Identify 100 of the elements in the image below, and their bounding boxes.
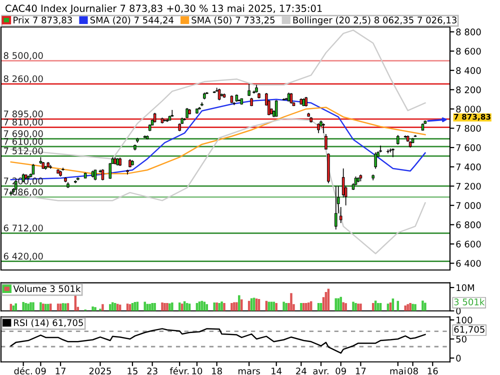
x-tick-label: 10 — [192, 368, 202, 374]
y-tick-label: 8 200 — [456, 86, 481, 94]
legend-label: SMA (50) 7 733,25 — [192, 16, 275, 25]
bar — [236, 302, 238, 311]
bar — [109, 304, 112, 311]
candlestick — [170, 110, 174, 118]
x-tick-label: 2025 — [89, 368, 111, 374]
candlestick — [334, 186, 338, 230]
candlestick — [108, 162, 112, 180]
y-tick-label: 8 400 — [456, 67, 481, 74]
candlestick — [248, 83, 250, 96]
bar — [220, 302, 223, 311]
bar — [409, 302, 412, 311]
bar — [360, 304, 362, 311]
x-tick-label: 18 — [212, 368, 222, 374]
x-tick-label: 16 — [428, 368, 438, 374]
ref-line-label: 6 712,00 — [4, 224, 43, 232]
y-tick-label: 0 — [456, 308, 461, 314]
candlestick — [324, 134, 328, 150]
bar — [352, 302, 354, 311]
ref-line-label: 7 690,00 — [4, 130, 43, 138]
candlestick — [379, 145, 382, 153]
bar — [44, 304, 47, 311]
bar — [42, 304, 44, 311]
bar — [223, 302, 226, 311]
y-tick-label: 50 — [456, 336, 466, 343]
bar — [166, 302, 168, 311]
bar — [40, 302, 42, 311]
y-tick-label: 6 400 — [456, 260, 481, 267]
x-tick-label: 09 — [336, 368, 346, 374]
candlestick — [392, 148, 394, 158]
x-tick-label: 23 — [147, 368, 158, 374]
y-tick-label: 0 — [456, 354, 461, 362]
legend-label: RSI (14) 61,705 — [14, 319, 83, 328]
bar — [238, 295, 240, 311]
text: 61,705 — [454, 326, 484, 334]
y-tick-label: 7 400 — [456, 164, 481, 170]
y-tick-label: 8 000 — [456, 106, 481, 113]
ref-line-label: 8 260,00 — [4, 75, 43, 84]
bar — [414, 304, 416, 311]
bar — [168, 303, 171, 311]
line-series — [10, 328, 426, 354]
legend-label: Volume 3 501k — [13, 285, 81, 292]
bar — [27, 304, 30, 311]
y-tick-label: 7 200 — [456, 182, 481, 190]
bar — [230, 302, 233, 311]
bar — [213, 302, 216, 311]
bar — [92, 306, 94, 311]
bar — [282, 302, 285, 311]
bar — [24, 302, 27, 311]
line-series — [10, 118, 426, 254]
ref-line-label: 7 512,00 — [4, 147, 43, 156]
x-tick-label: 09 — [36, 368, 46, 374]
line-series — [10, 30, 426, 160]
bar — [30, 302, 32, 311]
bar — [404, 306, 406, 311]
y-tick-label: 100 — [456, 316, 472, 324]
candlestick — [94, 169, 97, 181]
x-tick-label: 24 — [296, 368, 306, 374]
bar — [285, 302, 288, 311]
ref-line-label: 7 086,00 — [4, 188, 43, 196]
x-tick-label: 17 — [56, 368, 66, 374]
bar — [357, 304, 360, 311]
y-tick-label: 8 800 — [456, 28, 481, 36]
y-tick-label: 8 600 — [456, 48, 481, 55]
bar — [164, 302, 166, 311]
bar — [302, 302, 305, 311]
x-tick-label: 15 — [128, 368, 138, 374]
bar — [342, 302, 344, 311]
ref-line-label: 6 420,00 — [4, 252, 43, 260]
x-tick-label: mars — [238, 369, 260, 374]
chart-title: CAC40 Index Journalier 7 873,83 +0,30 % 13 mai 2025, 17:35:01 — [6, 4, 322, 14]
y-tick-label: 10M — [456, 284, 474, 292]
bar — [412, 304, 414, 311]
bar — [300, 302, 302, 311]
bar — [161, 302, 164, 311]
bar — [146, 304, 148, 311]
x-tick-label: mai — [390, 367, 406, 374]
candlestick — [304, 96, 308, 107]
y-tick-label: 7 000 — [456, 202, 481, 209]
bar — [275, 302, 278, 311]
bar — [344, 303, 347, 311]
bar — [171, 302, 174, 311]
candlestick — [290, 92, 293, 104]
bar — [406, 304, 409, 311]
bar — [233, 302, 236, 311]
legend-label: Prix 7 873,83 — [14, 16, 72, 24]
ref-line-label: 7 810,00 — [4, 118, 43, 126]
x-tick-label: 08 — [408, 368, 418, 374]
bar — [154, 302, 156, 311]
candlestick — [396, 134, 400, 146]
bar — [340, 296, 342, 311]
bar — [148, 304, 151, 311]
y-tick-label: 6 800 — [456, 221, 481, 228]
x-tick-label: févr. — [170, 367, 189, 374]
legend-label: Bollinger (20 2,5) 8 062,35 7 026,13 — [293, 16, 456, 26]
x-tick-label: avr. — [313, 369, 328, 374]
x-tick-label: déc. — [14, 367, 32, 374]
x-tick-label: 14 — [272, 368, 282, 374]
bar — [218, 302, 220, 311]
